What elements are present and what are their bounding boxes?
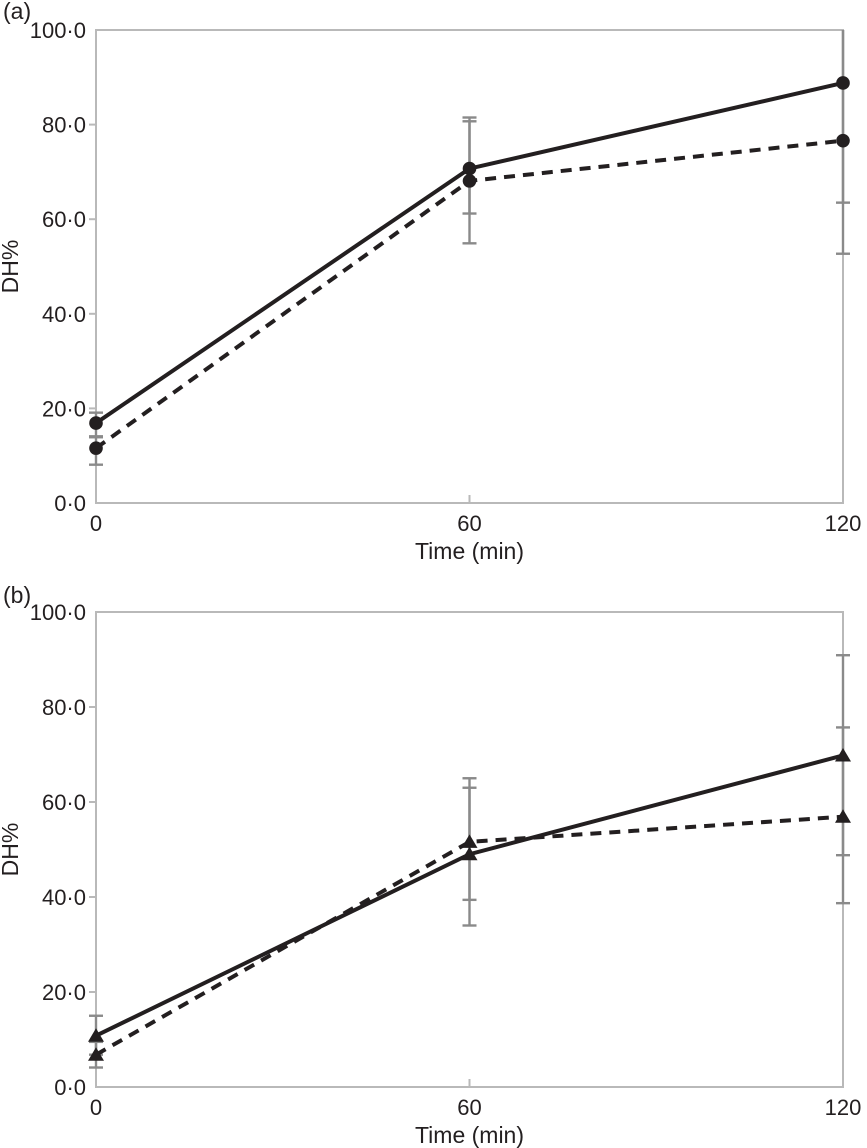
error-bars [89,654,850,1069]
x-axis-title: Time (min) [415,538,524,564]
panel-label-a: (a) [3,0,31,24]
y-tick-label: 20·0 [42,980,86,1005]
y-tick-label: 100·0 [30,18,86,43]
data-point-circle [89,416,103,430]
data-point-triangle [461,834,478,848]
panel-a: (a) 0·0 20·0 40·0 60·0 80·0 100·0 0 60 120 Time (m… [0,0,861,564]
x-axis-title: Time (min) [415,1122,524,1148]
y-axis: 0·0 20·0 40·0 60·0 80·0 100·0 [30,600,96,1100]
panel-label-b: (b) [3,582,31,608]
y-axis: 0·0 20·0 40·0 60·0 80·0 100·0 [30,18,96,516]
x-axis: 0 60 120 [90,495,861,536]
data-point-triangle [835,747,851,762]
data-point-circle [89,441,103,455]
y-tick-label: 60·0 [42,207,86,232]
data-point-circle [462,174,477,188]
x-tick-label: 0 [90,511,102,536]
y-tick-label: 0·0 [54,1075,86,1100]
data-point-triangle [461,846,478,861]
series-solid-circle-markers [89,76,850,430]
y-tick-label: 60·0 [42,790,86,815]
y-tick-label: 40·0 [42,885,86,910]
chart-a-canvas: (a) 0·0 20·0 40·0 60·0 80·0 100·0 0 60 120 Time (m… [0,0,861,564]
series-dashed-circle-markers [89,133,850,455]
y-tick-label: 80·0 [42,113,86,138]
data-point-triangle [88,1047,104,1061]
chart-b-canvas: (b) 0·0 20·0 40·0 60·0 80·0 100·0 0 60 120 Time (m… [0,582,861,1148]
panel-b: (b) 0·0 20·0 40·0 60·0 80·0 100·0 0 60 120 Time (m… [0,574,867,1148]
x-tick-label: 60 [457,1095,481,1120]
x-tick-label: 0 [90,1095,102,1120]
y-axis-title: DH% [0,240,23,294]
y-tick-label: 40·0 [42,302,86,327]
series-dashed-triangle-markers [88,809,851,1061]
x-tick-label: 120 [825,511,862,536]
error-bars [89,30,850,466]
data-point-circle [462,161,477,176]
plot-frame [95,29,844,504]
data-point-circle [836,76,850,90]
series-dashed-triangle-line [95,814,844,1057]
y-tick-label: 0·0 [54,491,86,516]
y-tick-label: 100·0 [30,600,86,625]
x-tick-label: 120 [825,1095,862,1120]
data-point-triangle [835,809,851,823]
y-axis-title: DH% [0,823,23,877]
y-tick-label: 20·0 [42,396,86,421]
x-axis: 0 60 120 [90,1079,861,1120]
data-point-circle [836,133,850,148]
series-solid-triangle-markers [88,747,851,1042]
y-tick-label: 80·0 [42,695,86,720]
x-tick-label: 60 [457,511,481,536]
data-point-triangle [88,1028,104,1042]
